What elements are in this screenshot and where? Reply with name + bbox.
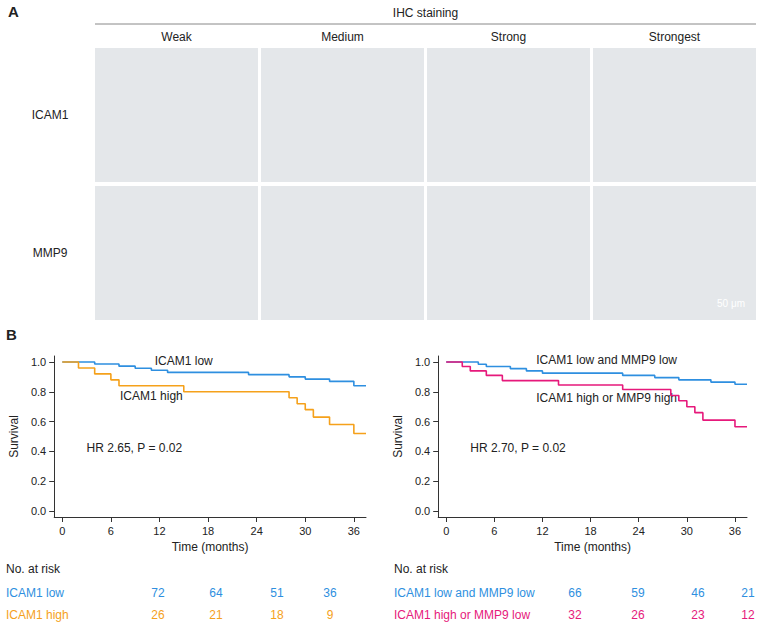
svg-text:ICAM1 high: ICAM1 high (120, 389, 183, 403)
html-text:No. at risk: No. at risk (394, 562, 448, 576)
svg-text:1.0: 1.0 (415, 356, 430, 368)
svg-text:6: 6 (108, 525, 114, 537)
svg-text:0.6: 0.6 (31, 416, 46, 428)
html-text:9: 9 (326, 608, 334, 622)
html-text:21: 21 (209, 608, 223, 622)
svg-text:0.6: 0.6 (415, 416, 430, 428)
svg-text:0.4: 0.4 (31, 445, 46, 457)
html-text:64: 64 (209, 586, 223, 600)
svg-text:0.2: 0.2 (415, 475, 430, 487)
html-text:23: 23 (691, 608, 705, 622)
html-text:18: 18 (270, 608, 284, 622)
html-text:12: 12 (741, 608, 755, 622)
svg-text:0.2: 0.2 (31, 475, 46, 487)
svg-text:1.0: 1.0 (31, 356, 46, 368)
html-text:ICAM1 high: ICAM1 high (6, 608, 69, 622)
svg-text:Medium: Medium (321, 30, 364, 44)
svg-text:Survival: Survival (391, 415, 405, 458)
html-text:36: 36 (323, 586, 337, 600)
html-text:51: 51 (270, 586, 284, 600)
svg-text:0: 0 (443, 525, 449, 537)
svg-text:18: 18 (584, 525, 596, 537)
svg-text:Time (months): Time (months) (172, 540, 249, 554)
svg-text:24: 24 (633, 525, 645, 537)
svg-text:12: 12 (536, 525, 548, 537)
svg-text:50 μm: 50 μm (717, 298, 745, 309)
svg-text:ICAM1 low and MMP9 low: ICAM1 low and MMP9 low (536, 353, 677, 367)
html-text:46: 46 (691, 586, 705, 600)
svg-text:6: 6 (491, 525, 497, 537)
svg-text:0: 0 (59, 525, 65, 537)
svg-text:ICAM1 high or MMP9 high: ICAM1 high or MMP9 high (536, 391, 677, 405)
svg-text:0.0: 0.0 (415, 505, 430, 517)
html-text:B: B (6, 326, 17, 343)
svg-text:36: 36 (729, 525, 741, 537)
svg-text:0.4: 0.4 (415, 445, 430, 457)
svg-text:0.8: 0.8 (415, 386, 430, 398)
html-text:32: 32 (568, 608, 582, 622)
svg-text:0.0: 0.0 (31, 505, 46, 517)
html-text:ICAM1 low: ICAM1 low (6, 586, 64, 600)
svg-text:Strongest: Strongest (649, 30, 701, 44)
html-text:ICAM1 high or MMP9 low: ICAM1 high or MMP9 low (394, 608, 530, 622)
svg-text:24: 24 (251, 525, 263, 537)
html-text:66: 66 (568, 586, 582, 600)
svg-text:IHC staining: IHC staining (393, 6, 458, 20)
html-text:26: 26 (631, 608, 645, 622)
svg-text:Strong: Strong (491, 30, 526, 44)
svg-text:0.8: 0.8 (31, 386, 46, 398)
svg-text:Survival: Survival (7, 415, 21, 458)
html-text:72: 72 (151, 586, 165, 600)
svg-text:ICAM1: ICAM1 (32, 108, 69, 122)
html-text:26: 26 (151, 608, 165, 622)
svg-text:MMP9: MMP9 (33, 246, 68, 260)
html-text:No. at risk: No. at risk (6, 562, 60, 576)
svg-text:30: 30 (299, 525, 311, 537)
svg-text:Time (months): Time (months) (554, 540, 631, 554)
svg-text:A: A (8, 3, 19, 20)
svg-text:30: 30 (681, 525, 693, 537)
svg-text:ICAM1 low: ICAM1 low (155, 354, 213, 368)
svg-text:18: 18 (202, 525, 214, 537)
html-text:21: 21 (741, 586, 755, 600)
html-text:59: 59 (631, 586, 645, 600)
svg-text:12: 12 (153, 525, 165, 537)
svg-text:Weak: Weak (161, 30, 192, 44)
svg-text:HR 2.65, P = 0.02: HR 2.65, P = 0.02 (87, 441, 183, 455)
html-text:ICAM1 low and MMP9 low: ICAM1 low and MMP9 low (394, 586, 535, 600)
svg-text:HR 2.70, P = 0.02: HR 2.70, P = 0.02 (470, 441, 566, 455)
svg-text:36: 36 (348, 525, 360, 537)
